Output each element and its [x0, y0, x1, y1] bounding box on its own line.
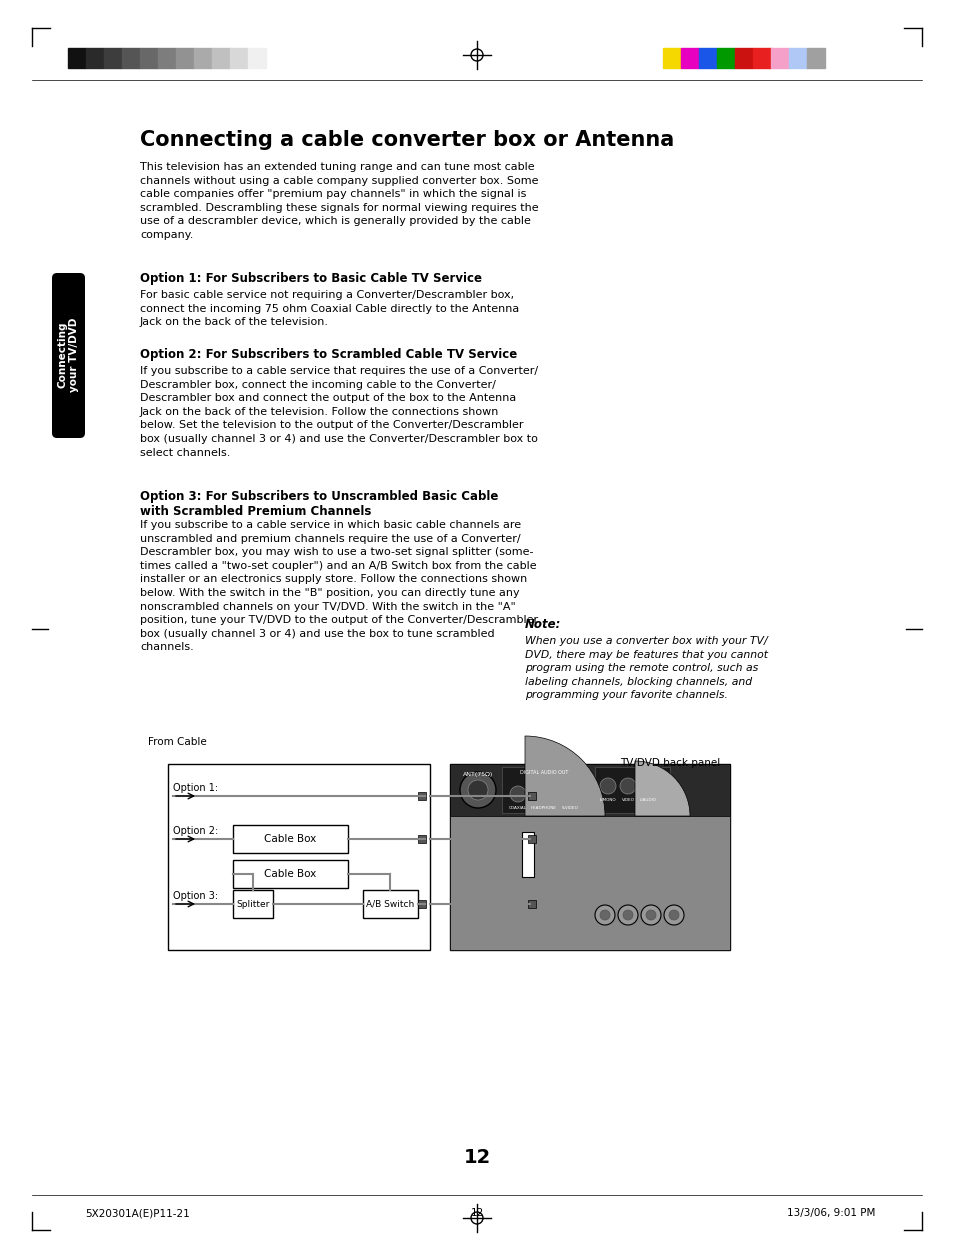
Text: When you use a converter box with your TV/
DVD, there may be features that you c: When you use a converter box with your T…	[524, 636, 767, 700]
Text: 12: 12	[463, 1148, 490, 1167]
Bar	[193, 48, 212, 68]
Bar	[417, 792, 426, 799]
Text: This television has an extended tuning range and can tune most cable
channels wi: This television has an extended tuning r…	[140, 162, 538, 240]
Bar	[363, 890, 417, 918]
Bar	[68, 48, 86, 68]
Circle shape	[668, 910, 679, 920]
Bar	[450, 816, 729, 951]
Text: Option 3:: Option 3:	[172, 891, 218, 901]
Circle shape	[599, 778, 616, 794]
Bar	[168, 764, 430, 951]
Text: A/B Switch: A/B Switch	[366, 899, 415, 909]
Text: HEADPHONE: HEADPHONE	[531, 806, 557, 810]
Bar	[233, 890, 273, 918]
FancyBboxPatch shape	[52, 273, 85, 438]
Text: 12: 12	[470, 1207, 483, 1217]
Bar	[501, 767, 586, 813]
Circle shape	[595, 905, 615, 925]
Bar	[680, 48, 699, 68]
Text: If you subscribe to a cable service that requires the use of a Converter/
Descra: If you subscribe to a cable service that…	[140, 366, 537, 457]
Bar	[734, 48, 752, 68]
Bar	[122, 48, 140, 68]
Text: ANT(75Ω): ANT(75Ω)	[462, 772, 493, 777]
Text: Option 3: For Subscribers to Unscrambled Basic Cable
with Scrambled Premium Chan: Option 3: For Subscribers to Unscrambled…	[140, 490, 497, 517]
Text: Splitter: Splitter	[236, 899, 270, 909]
Bar	[450, 764, 729, 951]
Circle shape	[536, 786, 552, 802]
Bar	[86, 48, 104, 68]
Bar	[527, 835, 536, 844]
Bar	[662, 48, 680, 68]
Text: Note:: Note:	[524, 618, 560, 631]
Circle shape	[619, 778, 636, 794]
Bar	[717, 48, 734, 68]
Wedge shape	[524, 737, 604, 816]
Bar	[248, 48, 266, 68]
Circle shape	[510, 786, 525, 802]
Bar	[527, 792, 536, 799]
Text: TV/DVD back panel: TV/DVD back panel	[619, 758, 720, 768]
Bar	[752, 48, 770, 68]
Bar	[450, 764, 729, 816]
Bar	[770, 48, 788, 68]
Circle shape	[459, 772, 496, 808]
Text: VIDEO: VIDEO	[620, 798, 634, 802]
Text: 13/3/06, 9:01 PM: 13/3/06, 9:01 PM	[786, 1207, 874, 1217]
Text: For basic cable service not requiring a Converter/Descrambler box,
connect the i: For basic cable service not requiring a …	[140, 290, 518, 327]
Circle shape	[663, 905, 683, 925]
Circle shape	[640, 905, 660, 925]
Bar	[175, 48, 193, 68]
Circle shape	[599, 910, 609, 920]
Bar	[233, 860, 348, 888]
Bar	[417, 900, 426, 908]
Text: Connecting a cable converter box or Antenna: Connecting a cable converter box or Ante…	[140, 130, 674, 150]
Circle shape	[618, 905, 638, 925]
Text: L/MONO: L/MONO	[599, 798, 616, 802]
Circle shape	[622, 910, 633, 920]
Text: Option 1:: Option 1:	[172, 783, 218, 793]
Circle shape	[645, 910, 656, 920]
Text: Cable Box: Cable Box	[264, 869, 315, 879]
Bar	[140, 48, 158, 68]
Text: Option 1: For Subscribers to Basic Cable TV Service: Option 1: For Subscribers to Basic Cable…	[140, 272, 481, 285]
Bar	[233, 825, 348, 854]
Text: Cable Box: Cable Box	[264, 833, 315, 844]
Bar	[806, 48, 824, 68]
Bar	[595, 767, 669, 813]
Bar	[788, 48, 806, 68]
Bar	[104, 48, 122, 68]
Text: L/AUDIO: L/AUDIO	[639, 798, 656, 802]
Bar	[699, 48, 717, 68]
Bar	[417, 835, 426, 844]
Bar	[230, 48, 248, 68]
Bar	[158, 48, 175, 68]
Text: S-VIDEO: S-VIDEO	[561, 806, 578, 810]
Text: 5X20301A(E)P11-21: 5X20301A(E)P11-21	[85, 1207, 190, 1217]
Bar	[527, 900, 536, 908]
Text: DIGITAL AUDIO OUT: DIGITAL AUDIO OUT	[519, 771, 568, 776]
Text: COAXIAL: COAXIAL	[509, 806, 526, 810]
Text: If you subscribe to a cable service in which basic cable channels are
unscramble: If you subscribe to a cable service in w…	[140, 520, 537, 652]
Text: Option 2:: Option 2:	[172, 826, 218, 836]
Wedge shape	[635, 760, 689, 816]
Circle shape	[468, 781, 488, 799]
Bar	[212, 48, 230, 68]
Text: From Cable: From Cable	[148, 737, 207, 747]
Text: Option 2: For Subscribers to Scrambled Cable TV Service: Option 2: For Subscribers to Scrambled C…	[140, 347, 517, 361]
Circle shape	[639, 778, 656, 794]
Circle shape	[561, 786, 578, 802]
Bar	[521, 832, 534, 878]
Text: Connecting
your TV/DVD: Connecting your TV/DVD	[57, 317, 79, 393]
